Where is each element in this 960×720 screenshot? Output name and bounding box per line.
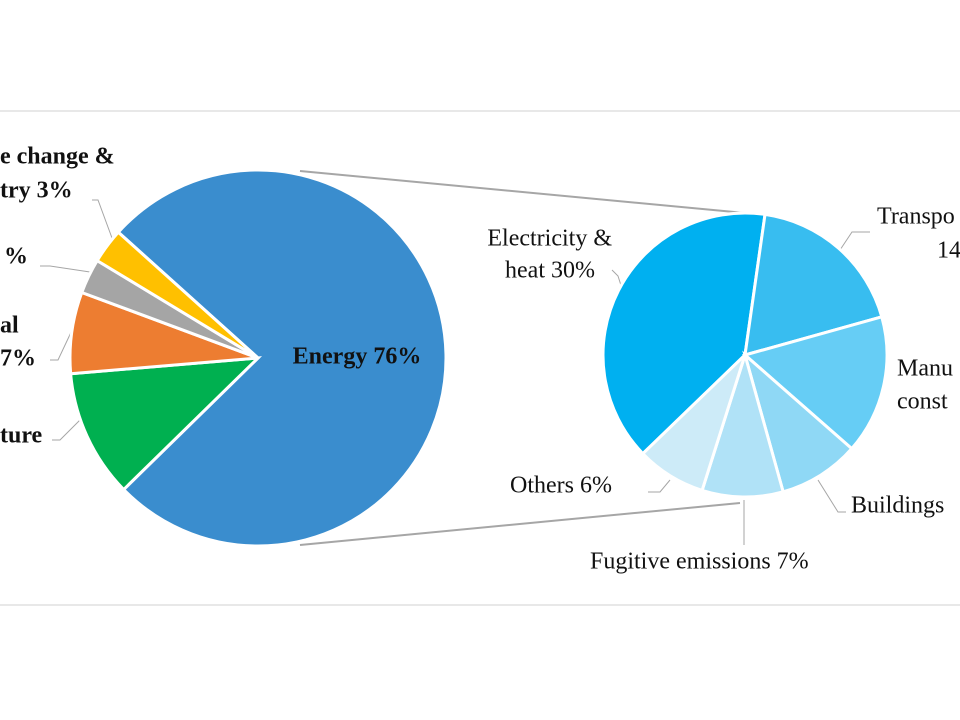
- pie-slice: [69, 356, 263, 492]
- leader-line: [40, 265, 91, 273]
- pie-slice: [700, 349, 785, 499]
- slice-label: Electricity &: [487, 226, 612, 252]
- slice-label: Transpo: [877, 204, 955, 230]
- slice-label: heat 30%: [505, 258, 595, 284]
- slice-label: 7%: [0, 346, 36, 372]
- slice-label: 14: [937, 238, 960, 264]
- leader-line: [52, 419, 81, 441]
- connector: [299, 170, 746, 214]
- connector: [299, 502, 741, 546]
- slice-label: Others 6%: [510, 473, 612, 499]
- slice-label: try 3%: [0, 178, 73, 204]
- leader-line: [839, 231, 870, 251]
- slice-label: Buildings: [851, 493, 944, 519]
- slice-label: Energy 76%: [293, 344, 422, 370]
- leader-line: [817, 479, 846, 513]
- pie-slice: [742, 350, 854, 494]
- slice-label: Manu: [897, 356, 953, 382]
- slice-label: ture: [0, 423, 43, 449]
- pie-slice: [95, 230, 260, 360]
- pie-slice: [601, 211, 767, 456]
- pie-slice: [640, 353, 747, 493]
- slice-label: %: [4, 244, 28, 270]
- slice-label: Fugitive emissions 7%: [590, 549, 809, 575]
- slice-label: e change &: [0, 144, 115, 170]
- leader-line: [648, 479, 671, 493]
- leader-line: [50, 325, 75, 361]
- slice-label: al: [0, 313, 19, 339]
- leader-line: [92, 199, 113, 239]
- pie-slice: [743, 212, 884, 358]
- pie-slice: [116, 168, 448, 548]
- pie-slice: [741, 315, 889, 451]
- slice-label: const: [897, 389, 948, 415]
